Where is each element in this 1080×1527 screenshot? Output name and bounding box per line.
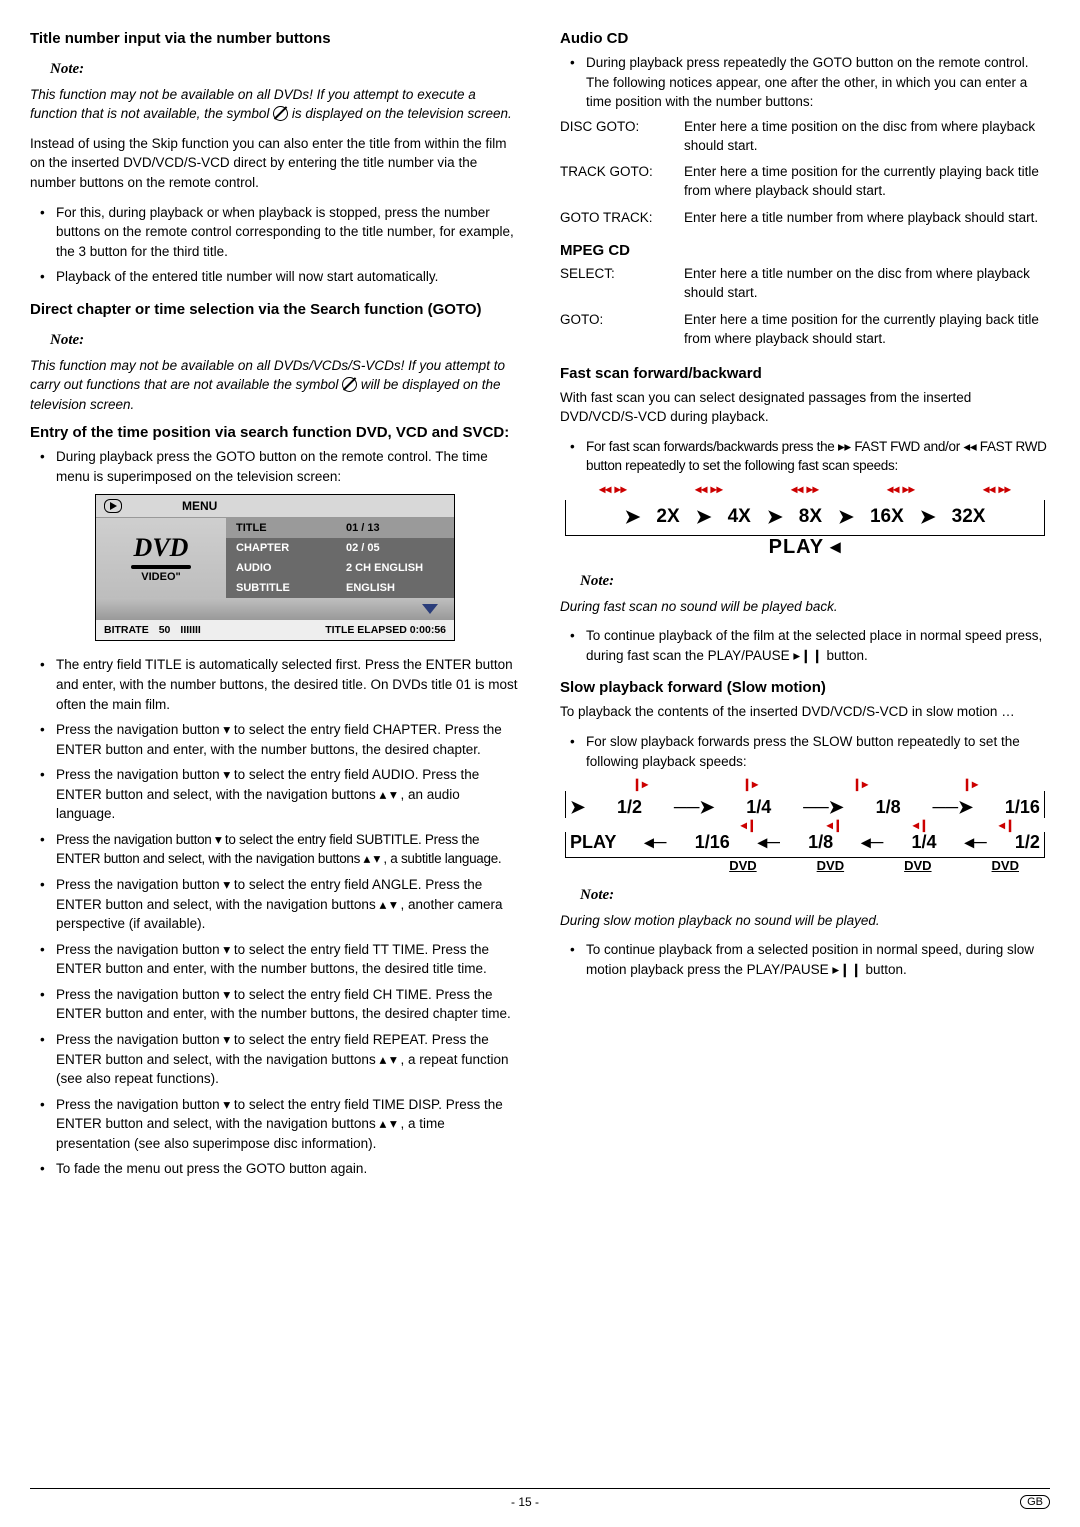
term: DISC GOTO:: [560, 118, 678, 156]
term: TRACK GOTO:: [560, 163, 678, 201]
page-footer: - 15 - GB: [30, 1488, 1050, 1509]
list-item: Press the navigation button ▾ to select …: [30, 940, 520, 979]
list: To continue playback of the film at the …: [560, 626, 1050, 665]
rew-fwd-icon: ◂◂ ▸▸: [983, 482, 1010, 496]
list-item: During playback press the GOTO button on…: [30, 447, 520, 486]
list-item: Press the navigation button ▾ to select …: [30, 830, 520, 869]
note-heading: Note:: [580, 885, 1050, 907]
menu-field-value: 01 / 13: [336, 518, 454, 538]
slow-rew-icon: ◂❙: [741, 818, 757, 832]
menu-footer: BITRATE 50 IIIIIII TITLE ELAPSED 0:00:56: [96, 620, 454, 640]
right-column: Audio CD During playback press repeatedl…: [560, 30, 1050, 1185]
list-item: Press the navigation button ▾ to select …: [30, 875, 520, 934]
dvd-icon: DVD: [904, 858, 931, 873]
term: GOTO:: [560, 311, 678, 349]
heading-goto: Direct chapter or time selection via the…: [30, 301, 520, 318]
list-item: Playback of the entered title number wil…: [30, 267, 520, 287]
definition: Enter here a time position on the disc f…: [684, 118, 1050, 156]
slow-fwd-icon: ❙▸: [742, 777, 758, 791]
paragraph: Instead of using the Skip function you c…: [30, 134, 520, 193]
list-item: Press the navigation button ▾ to select …: [30, 1095, 520, 1154]
note-heading: Note:: [580, 571, 1050, 593]
list-item: During playback press repeatedly the GOT…: [560, 53, 1050, 112]
note-text: During fast scan no sound will be played…: [560, 597, 1050, 617]
note-text: During slow motion playback no sound wil…: [560, 911, 1050, 931]
list-item: To fade the menu out press the GOTO butt…: [30, 1159, 520, 1179]
menu-field-label: SUBTITLE: [226, 578, 336, 598]
language-badge: GB: [1020, 1495, 1050, 1509]
list-item: For this, during playback or when playba…: [30, 203, 520, 262]
note-text: This function may not be available on al…: [30, 356, 520, 415]
slow-rew-icon: ◂❙: [999, 818, 1015, 832]
list-item: Press the navigation button ▾ to select …: [30, 1030, 520, 1089]
menu-header: MENU: [96, 495, 454, 518]
heading-fast-scan: Fast scan forward/backward: [560, 365, 1050, 382]
menu-field-value: ENGLISH: [336, 578, 454, 598]
menu-title: MENU: [182, 499, 217, 513]
osd-menu: MENU DVD VIDEO" TITLE 01 / 13 CHAPTER 02…: [95, 494, 455, 641]
definition: Enter here a title number on the disc fr…: [684, 265, 1050, 303]
list-item: The entry field TITLE is automatically s…: [30, 655, 520, 714]
list-item: Press the navigation button ▾ to select …: [30, 985, 520, 1024]
list-item: For slow playback forwards press the SLO…: [560, 732, 1050, 771]
list: The entry field TITLE is automatically s…: [30, 655, 520, 1179]
dvd-icon: DVD: [992, 858, 1019, 873]
menu-field-label: TITLE: [226, 518, 336, 538]
note-heading: Note:: [50, 59, 520, 81]
note-text: This function may not be available on al…: [30, 85, 520, 124]
definition-list: SELECT:Enter here a title number on the …: [560, 265, 1050, 349]
note-heading: Note:: [50, 330, 520, 352]
menu-field-label: AUDIO: [226, 558, 336, 578]
list: For slow playback forwards press the SLO…: [560, 732, 1050, 771]
list: During playback press repeatedly the GOT…: [560, 53, 1050, 112]
slow-fwd-icon: ❙▸: [962, 777, 978, 791]
slow-rew-icon: ◂❙: [913, 818, 929, 832]
list: During playback press the GOTO button on…: [30, 447, 520, 486]
menu-field-value: 02 / 05: [336, 538, 454, 558]
list-item: Press the navigation button ▾ to select …: [30, 720, 520, 759]
paragraph: To playback the contents of the inserted…: [560, 702, 1050, 722]
left-column: Title number input via the number button…: [30, 30, 520, 1185]
slow-rew-icon: ◂❙: [827, 818, 843, 832]
list-item: To continue playback from a selected pos…: [560, 940, 1050, 979]
definition-list: DISC GOTO:Enter here a time position on …: [560, 118, 1050, 228]
page-number: - 15 -: [511, 1495, 539, 1509]
prohibit-icon: [342, 377, 357, 392]
dvd-icon: DVD: [729, 858, 756, 873]
fast-scan-diagram: ◂◂ ▸▸ ◂◂ ▸▸ ◂◂ ▸▸ ◂◂ ▸▸ ◂◂ ▸▸ ➤ 2X ➤ 4X …: [565, 482, 1045, 559]
paragraph: With fast scan you can select designated…: [560, 388, 1050, 427]
term: GOTO TRACK:: [560, 209, 678, 228]
slow-fwd-icon: ❙▸: [632, 777, 648, 791]
definition: Enter here a time position for the curre…: [684, 163, 1050, 201]
list: For fast scan forwards/backwards press t…: [560, 437, 1050, 476]
rew-fwd-icon: ◂◂ ▸▸: [695, 482, 722, 496]
play-label: PLAY ◂: [565, 534, 1045, 559]
slow-motion-diagram: ❙▸ ❙▸ ❙▸ ❙▸ ➤ 1/2 ──➤ 1/4 ──➤ 1/8 ──➤ 1/…: [565, 777, 1045, 873]
heading-audio-cd: Audio CD: [560, 30, 1050, 47]
slow-fwd-icon: ❙▸: [852, 777, 868, 791]
dvd-icon: DVD: [817, 858, 844, 873]
prohibit-icon: [273, 106, 288, 121]
menu-logo-panel: DVD VIDEO": [96, 518, 226, 598]
list-item: Press the navigation button ▾ to select …: [30, 765, 520, 824]
menu-field-label: CHAPTER: [226, 538, 336, 558]
heading-mpeg-cd: MPEG CD: [560, 242, 1050, 259]
definition: Enter here a time position for the curre…: [684, 311, 1050, 349]
definition: Enter here a title number from where pla…: [684, 209, 1050, 228]
heading-title-number: Title number input via the number button…: [30, 30, 520, 47]
rew-fwd-icon: ◂◂ ▸▸: [887, 482, 914, 496]
term: SELECT:: [560, 265, 678, 303]
play-icon: [104, 499, 122, 513]
rew-fwd-icon: ◂◂ ▸▸: [791, 482, 818, 496]
menu-scroll-indicator: [96, 598, 454, 620]
list-item: For fast scan forwards/backwards press t…: [560, 437, 1050, 476]
menu-field-value: 2 CH ENGLISH: [336, 558, 454, 578]
heading-entry-time: Entry of the time position via search fu…: [30, 424, 520, 441]
list: For this, during playback or when playba…: [30, 203, 520, 287]
rew-fwd-icon: ◂◂ ▸▸: [599, 482, 626, 496]
list-item: To continue playback of the film at the …: [560, 626, 1050, 665]
heading-slow-motion: Slow playback forward (Slow motion): [560, 679, 1050, 696]
list: To continue playback from a selected pos…: [560, 940, 1050, 979]
